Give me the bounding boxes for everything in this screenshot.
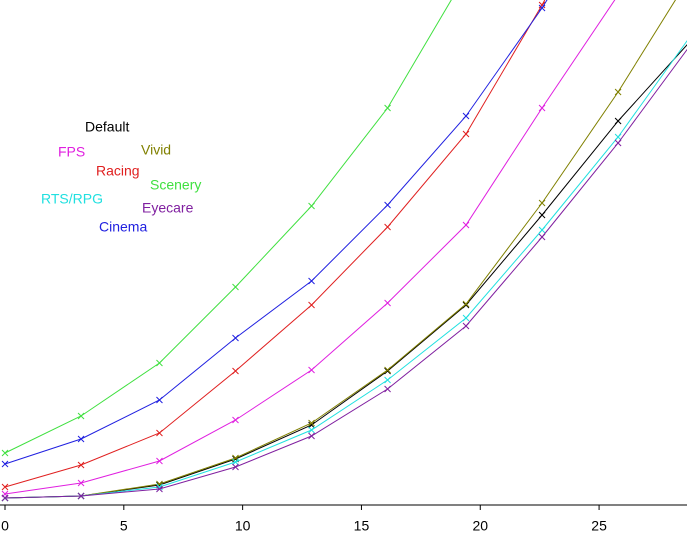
point-marker [308,202,315,210]
x-tick-label: 5 [120,518,128,534]
point-marker [462,301,470,309]
x-tick-label: 25 [591,518,607,534]
point-marker [232,283,239,291]
point-marker [384,201,391,209]
point-marker [614,88,622,96]
point-marker [384,223,391,231]
series-line [4,0,677,499]
point-marker [462,314,470,322]
x-tick-label: 15 [354,518,370,534]
point-marker [156,396,163,404]
point-marker [77,435,85,443]
series-line [4,44,687,499]
point-marker [232,463,239,471]
point-marker [77,492,85,500]
legend-label: RTS/RPG [41,191,103,207]
point-marker [538,226,546,234]
point-marker [77,461,85,469]
point-marker [462,112,470,120]
series-line [4,0,452,454]
point-marker [384,104,391,112]
series-line [4,0,616,495]
point-marker [1,483,9,491]
point-marker [232,367,239,375]
point-marker [462,300,470,308]
point-marker [77,479,85,487]
x-tick-label: 10 [235,518,251,534]
point-marker [614,139,622,147]
point-marker [308,366,315,374]
point-marker [538,1,546,9]
legend-label: Racing [96,163,140,179]
point-marker [384,366,391,374]
point-marker [384,367,391,375]
point-marker [232,458,239,466]
legend-label: Cinema [99,219,147,235]
point-marker [308,421,315,429]
point-marker [156,429,163,437]
point-marker [308,426,315,434]
point-marker [1,494,9,502]
point-marker [232,416,239,424]
x-tick-label: 20 [472,518,488,534]
point-marker [308,301,315,309]
point-marker [1,449,9,457]
series-line [4,40,687,499]
legend-label: Vivid [141,142,171,158]
series-line [4,48,687,499]
point-marker [384,299,391,307]
point-marker [462,221,470,229]
point-marker [156,359,163,367]
point-marker [538,211,546,219]
point-marker [156,485,163,493]
point-marker [156,457,163,465]
point-marker [538,104,546,112]
point-marker [538,233,546,241]
legend-label: Scenery [150,177,201,193]
legend-label: Default [85,119,129,135]
point-marker [1,460,9,468]
series-line [4,0,548,465]
legend-label: Eyecare [142,200,194,216]
point-marker [384,385,391,393]
point-marker [462,130,470,138]
point-marker [308,419,315,427]
plot-area [1,0,687,502]
legend-label: FPS [58,144,85,160]
point-marker [308,277,315,285]
point-marker [614,117,622,125]
point-marker [538,199,546,207]
point-marker [308,432,315,440]
point-marker [384,376,391,384]
point-marker [232,334,239,342]
x-tick-label: 0 [1,518,9,534]
point-marker [538,4,546,12]
series-line [4,0,546,488]
point-marker [462,322,470,330]
point-marker [614,133,622,141]
point-marker [77,412,85,420]
